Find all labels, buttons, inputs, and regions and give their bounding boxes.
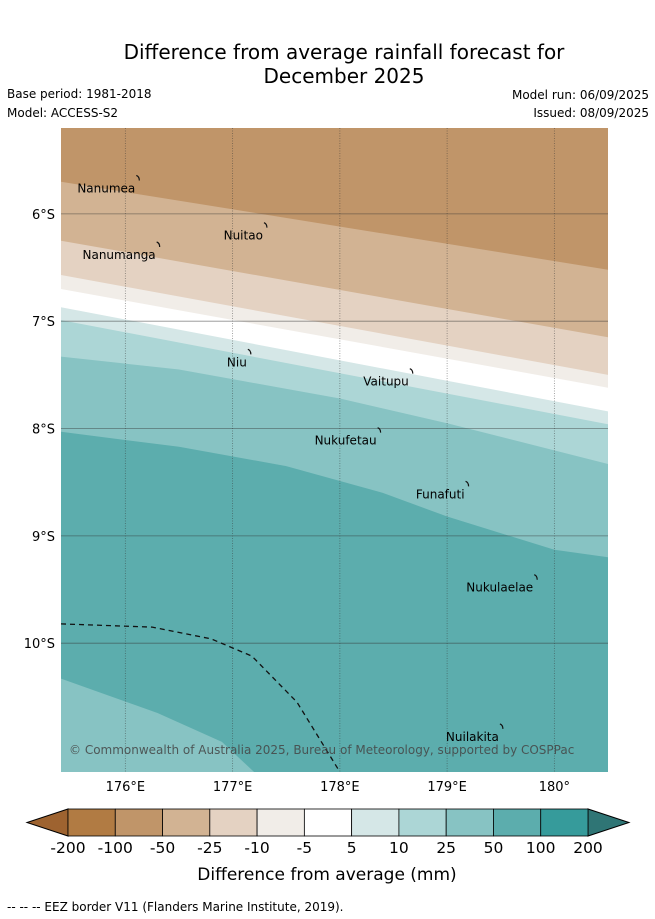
island-label: Nanumanga [83,248,156,262]
colorbar-swatch [256,808,305,837]
y-tick-label: 6°S [32,208,55,223]
x-tick-label: 177°E [213,780,253,795]
colorbar-tick-label: 5 [347,839,357,857]
base-period: Base period: 1981-2018 [7,87,152,101]
x-tick-label: 179°E [427,780,467,795]
x-tick-label: 178°E [320,780,360,795]
colorbar-swatch [209,808,258,837]
colorbar-tick-label: 10 [389,839,409,857]
island-marker [465,480,470,487]
island-label: Vaitupu [363,375,409,389]
y-tick-label: 8°S [32,423,55,438]
island-marker [247,348,252,355]
island-marker [156,241,161,248]
island-label: Funafuti [416,487,465,501]
island-label: Nuilakita [446,730,499,744]
colorbar-swatch [351,808,400,837]
island-label: Niu [227,355,247,369]
rain-band-8 [61,431,608,772]
colorbar-tick-label: 200 [573,839,603,857]
copyright-notice: © Commonwealth of Australia 2025, Bureau… [69,743,574,757]
colorbar-tick-label: 100 [526,839,556,857]
colorbar-legend: -200 -100 -50 -25 -10 -5 5 10 25 50 100 200 [25,808,631,857]
model-name: Model: ACCESS-S2 [7,106,119,120]
colorbar-tick-label: -10 [244,839,269,857]
eez-border-line [61,623,341,772]
title-line-2: December 2025 [263,64,425,88]
map-title: Difference from average rainfall forecas… [0,40,655,88]
island-marker [263,222,268,228]
island-label: Nukufetau [315,434,377,448]
colorbar-swatch [67,808,116,837]
rainfall-map: Nanumea Nuitao Nanumanga Niu Vaitupu Nukufeta… [24,128,631,885]
y-tick-label: 7°S [32,315,55,330]
colorbar-swatch [493,808,542,837]
rainfall-bands [61,128,608,772]
island-marker [499,723,504,729]
island-labels: Nanumea Nuitao Nanumanga Niu Vaitupu Nukufeta… [77,174,538,744]
longitude-ticks: 176°E 177°E 178°E 179°E 180° [106,780,570,795]
y-tick-label: 10°S [24,637,55,652]
island-marker [136,174,140,181]
issued-date: Issued: 08/09/2025 [533,106,649,120]
colorbar-under-arrow [25,808,69,837]
y-tick-label: 9°S [32,530,55,545]
colorbar-swatch [303,808,353,837]
eez-footer-note: -- -- -- EEZ border V11 (Flanders Marine… [7,900,344,914]
colorbar-tick-label: 50 [484,839,504,857]
island-label: Nanumea [77,181,135,195]
colorbar-tick-label: 25 [436,839,456,857]
colorbar-tick-label: -5 [297,839,312,857]
colorbar-swatch [540,808,589,837]
colorbar-tick-label: -200 [50,839,85,857]
latitude-ticks: 6°S 7°S 8°S 9°S 10°S [24,208,55,652]
title-line-1: Difference from average rainfall forecas… [123,40,565,64]
graticule [61,128,608,772]
legend-title: Difference from average (mm) [197,865,456,885]
model-run: Model run: 06/09/2025 [511,88,649,102]
colorbar-tick-label: -100 [98,839,133,857]
colorbar-swatch [114,808,163,837]
colorbar-swatch [445,808,494,837]
island-marker [409,368,414,374]
x-tick-label: 176°E [106,780,146,795]
colorbar-tick-label: -25 [197,839,222,857]
x-tick-label: 180° [539,780,570,795]
colorbar-swatch [398,808,447,837]
island-label: Nuitao [224,229,263,243]
colorbar-tick-label: -50 [150,839,175,857]
colorbar-over-arrow [587,808,631,837]
island-marker [533,574,538,580]
island-marker [377,427,382,433]
island-label: Nukulaelae [466,581,533,595]
colorbar-swatch [162,808,211,837]
rain-band-9 [61,678,255,772]
